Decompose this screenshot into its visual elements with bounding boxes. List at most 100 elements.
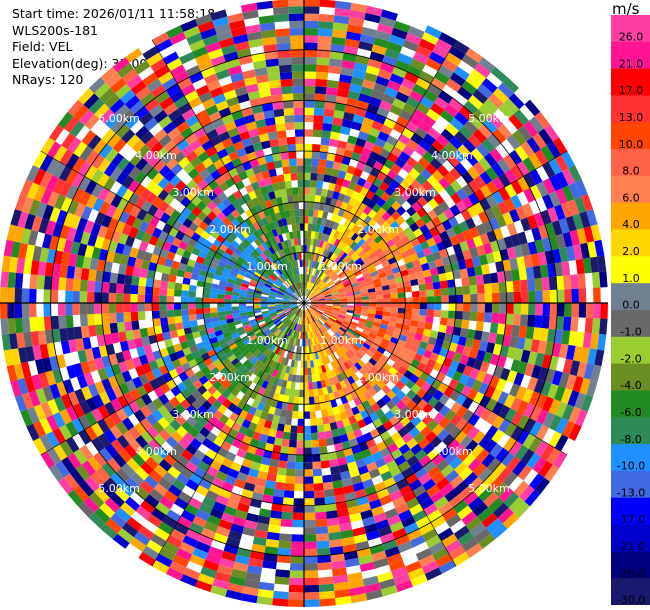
velocity-bin bbox=[440, 109, 455, 123]
velocity-bin bbox=[318, 159, 327, 168]
velocity-bin bbox=[370, 231, 380, 240]
velocity-bin bbox=[449, 456, 463, 470]
velocity-bin bbox=[397, 292, 406, 299]
velocity-bin bbox=[306, 245, 311, 253]
velocity-bin bbox=[296, 324, 300, 332]
velocity-bin bbox=[360, 509, 374, 520]
velocity-bin bbox=[252, 349, 261, 357]
velocity-bin bbox=[276, 35, 291, 44]
velocity-bin bbox=[437, 64, 454, 79]
velocity-bin bbox=[389, 466, 402, 478]
velocity-bin bbox=[391, 385, 401, 396]
velocity-bin bbox=[410, 443, 423, 456]
velocity-bin bbox=[313, 277, 319, 285]
velocity-bin bbox=[291, 71, 304, 79]
velocity-bin bbox=[305, 259, 309, 267]
velocity-bin bbox=[390, 261, 399, 270]
velocity-bin bbox=[525, 266, 535, 280]
velocity-bin bbox=[387, 257, 397, 265]
velocity-bin bbox=[447, 438, 460, 452]
velocity-bin bbox=[372, 213, 382, 223]
velocity-bin bbox=[72, 303, 80, 316]
velocity-bin bbox=[555, 417, 569, 435]
velocity-bin bbox=[483, 118, 498, 134]
velocity-bin bbox=[379, 323, 388, 330]
velocity-bin bbox=[503, 154, 517, 169]
velocity-bin bbox=[425, 253, 435, 263]
velocity-bin bbox=[173, 442, 186, 455]
velocity-bin bbox=[319, 453, 329, 462]
velocity-bin bbox=[314, 288, 321, 294]
velocity-bin bbox=[397, 53, 413, 65]
velocity-bin bbox=[326, 269, 334, 277]
velocity-bin bbox=[481, 512, 498, 528]
velocity-bin bbox=[561, 151, 575, 169]
velocity-bin bbox=[449, 72, 466, 87]
velocity-bin bbox=[406, 389, 417, 400]
velocity-bin bbox=[304, 165, 312, 173]
velocity-bin bbox=[555, 316, 565, 331]
velocity-bin bbox=[432, 424, 444, 437]
velocity-bin bbox=[279, 386, 286, 395]
colorbar-tick-label: -8.0 bbox=[620, 433, 641, 446]
velocity-bin bbox=[400, 329, 409, 337]
velocity-bin bbox=[391, 248, 401, 257]
velocity-bin bbox=[393, 271, 402, 279]
velocity-bin bbox=[383, 477, 396, 489]
velocity-bin bbox=[380, 470, 393, 482]
velocity-bin bbox=[359, 282, 367, 288]
velocity-bin bbox=[294, 315, 299, 323]
colorbar-tick-label: 8.0 bbox=[622, 165, 640, 178]
velocity-bin bbox=[419, 303, 427, 310]
velocity-bin bbox=[344, 424, 354, 434]
velocity-bin bbox=[454, 381, 466, 394]
velocity-bin bbox=[248, 557, 264, 568]
velocity-bin bbox=[382, 289, 391, 295]
velocity-bin bbox=[394, 344, 404, 353]
velocity-bin bbox=[316, 180, 324, 189]
velocity-bin bbox=[330, 198, 338, 207]
velocity-bin bbox=[486, 518, 503, 534]
velocity-bin bbox=[354, 184, 364, 194]
velocity-bin bbox=[291, 374, 297, 383]
velocity-bin bbox=[321, 130, 332, 139]
velocity-bin bbox=[22, 317, 31, 333]
velocity-bin bbox=[318, 28, 333, 37]
velocity-bin bbox=[354, 257, 363, 265]
velocity-bin bbox=[405, 497, 420, 510]
velocity-bin bbox=[353, 397, 362, 407]
velocity-bin bbox=[290, 381, 296, 390]
velocity-bin bbox=[403, 318, 412, 326]
velocity-bin bbox=[317, 166, 326, 175]
velocity-bin bbox=[522, 433, 536, 449]
velocity-bin bbox=[264, 546, 279, 555]
velocity-bin bbox=[354, 300, 362, 303]
velocity-bin bbox=[412, 51, 429, 65]
velocity-bin bbox=[345, 269, 353, 276]
velocity-bin bbox=[491, 204, 503, 218]
velocity-bin bbox=[381, 315, 390, 322]
velocity-bin bbox=[145, 286, 153, 295]
velocity-bin bbox=[72, 278, 81, 292]
velocity-bin bbox=[468, 496, 484, 512]
velocity-bin bbox=[380, 354, 389, 363]
velocity-bin bbox=[312, 276, 318, 284]
velocity-bin bbox=[332, 435, 342, 445]
velocity-bin bbox=[307, 282, 311, 290]
velocity-bin bbox=[314, 287, 321, 294]
velocity-bin bbox=[341, 440, 351, 450]
velocity-bin bbox=[338, 289, 346, 294]
velocity-bin bbox=[354, 388, 364, 397]
velocity-bin bbox=[434, 496, 449, 510]
velocity-bin bbox=[392, 472, 406, 484]
velocity-bin bbox=[492, 343, 503, 356]
velocity-bin bbox=[219, 557, 235, 569]
velocity-bin bbox=[288, 584, 304, 593]
velocity-bin bbox=[328, 317, 336, 323]
velocity-bin bbox=[254, 424, 264, 434]
velocity-bin bbox=[299, 223, 304, 231]
velocity-bin bbox=[311, 301, 319, 303]
velocity-bin bbox=[386, 390, 397, 400]
velocity-bin bbox=[253, 359, 262, 368]
velocity-bin bbox=[304, 592, 320, 600]
